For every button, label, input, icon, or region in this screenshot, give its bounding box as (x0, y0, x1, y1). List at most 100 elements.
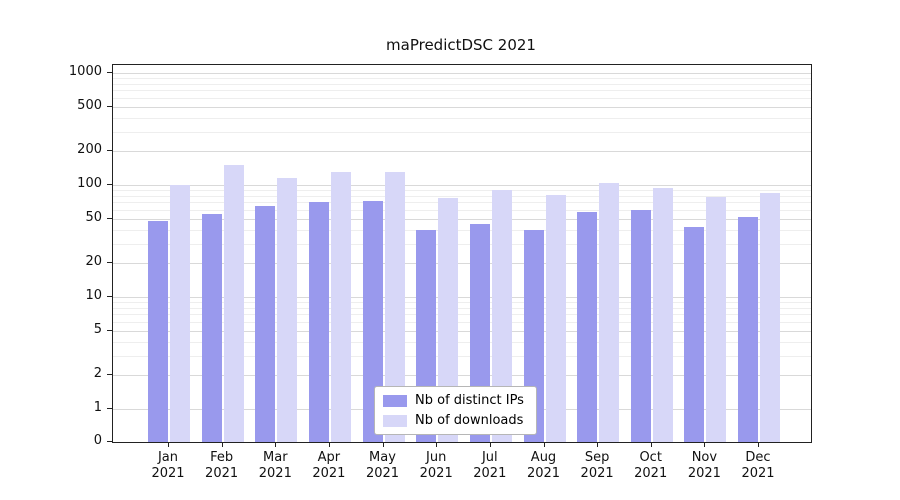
x-tick-label-jan: Jan 2021 (151, 450, 185, 481)
y-tick-label-0: 0 (93, 433, 102, 448)
minor-gridline (113, 307, 811, 309)
legend: Nb of distinct IPs Nb of downloads (374, 386, 537, 435)
y-tick-label-2: 2 (93, 366, 102, 382)
y-tick-mark (107, 441, 112, 442)
y-tick-label-1: 1 (93, 400, 102, 415)
minor-gridline (113, 195, 811, 197)
x-tick-label-apr: Apr 2021 (312, 450, 346, 481)
bar-distinct-ips-feb (201, 214, 222, 442)
x-tick-label-feb: Feb 2021 (205, 450, 239, 481)
y-tick-mark (107, 72, 112, 73)
bar-distinct-ips-dec (738, 216, 758, 442)
minor-gridline (113, 90, 811, 92)
y-tick-label-10: 10 (85, 288, 102, 303)
x-tick-label-oct: Oct 2021 (634, 450, 668, 481)
bar-downloads-dec (760, 192, 780, 442)
minor-gridline (113, 97, 811, 99)
legend-label-distinct-ips: Nb of distinct IPs (415, 393, 524, 408)
y-tick-mark (107, 217, 112, 219)
x-tick-mark (275, 442, 277, 447)
bar-downloads-feb (223, 165, 244, 442)
major-gridline (113, 185, 811, 186)
y-tick-mark (107, 374, 112, 376)
bar-distinct-ips-may (362, 201, 383, 442)
major-gridline (113, 73, 811, 74)
minor-gridline (113, 78, 811, 80)
major-gridline (113, 330, 811, 332)
bar-distinct-ips-nov (684, 227, 705, 442)
bar-downloads-oct (652, 188, 673, 442)
minor-gridline (113, 202, 811, 204)
bar-downloads-apr (330, 171, 351, 442)
minor-gridline (113, 209, 811, 211)
legend-swatch-downloads (383, 414, 407, 427)
legend-swatch-distinct-ips (383, 394, 407, 407)
y-tick-mark (107, 105, 112, 107)
major-gridline (113, 218, 811, 220)
major-gridline (113, 263, 811, 265)
minor-gridline (113, 355, 811, 357)
bar-downloads-jun (438, 197, 459, 442)
legend-entry-downloads: Nb of downloads (383, 413, 524, 428)
bar-downloads-jul (491, 190, 512, 442)
y-tick-label-100: 100 (77, 176, 102, 191)
major-gridline (113, 375, 811, 377)
minor-gridline (113, 229, 811, 231)
y-tick-label-50: 50 (85, 209, 102, 225)
plot-area (112, 64, 812, 443)
legend-label-downloads: Nb of downloads (415, 413, 524, 428)
x-tick-mark (704, 442, 706, 447)
x-tick-label-mar: Mar 2021 (258, 450, 292, 481)
y-tick-label-5: 5 (93, 321, 102, 337)
y-tick-label-1000: 1000 (68, 64, 102, 79)
bar-distinct-ips-sep (577, 211, 598, 442)
bar-distinct-ips-apr (308, 202, 329, 442)
x-tick-label-jun: Jun 2021 (419, 450, 453, 481)
bar-downloads-aug (545, 194, 566, 442)
minor-gridline (113, 321, 811, 323)
bar-downloads-sep (599, 182, 620, 442)
x-tick-mark (436, 442, 438, 447)
x-tick-label-dec: Dec 2021 (741, 450, 775, 481)
y-tick-mark (107, 296, 112, 297)
major-gridline (113, 106, 811, 108)
x-tick-label-sep: Sep 2021 (580, 450, 614, 481)
bar-downloads-mar (277, 178, 298, 442)
minor-gridline (113, 243, 811, 245)
minor-gridline (113, 117, 811, 119)
minor-gridline (113, 83, 811, 85)
x-tick-mark (489, 442, 491, 447)
x-tick-mark (328, 442, 330, 447)
y-tick-label-20: 20 (85, 254, 102, 270)
x-tick-mark (650, 442, 652, 447)
x-tick-label-aug: Aug 2021 (526, 450, 561, 481)
x-tick-label-jul: Jul 2021 (473, 450, 507, 481)
y-tick-mark (107, 408, 112, 409)
x-tick-mark (597, 442, 599, 447)
bar-distinct-ips-oct (630, 209, 651, 442)
y-tick-mark (107, 329, 112, 331)
x-tick-mark (221, 442, 223, 447)
y-tick-mark (107, 262, 112, 264)
major-gridline (113, 297, 811, 298)
bar-distinct-ips-mar (255, 206, 276, 442)
minor-gridline (113, 302, 811, 304)
x-tick-mark (543, 442, 545, 447)
x-tick-label-may: May 2021 (365, 450, 400, 481)
minor-gridline (113, 190, 811, 192)
bar-distinct-ips-jan (148, 220, 168, 442)
y-tick-label-200: 200 (77, 142, 102, 158)
minor-gridline (113, 131, 811, 133)
minor-gridline (113, 314, 811, 316)
legend-entry-distinct-ips: Nb of distinct IPs (383, 393, 524, 408)
bar-downloads-may (384, 171, 405, 442)
x-tick-mark (382, 442, 384, 447)
y-tick-mark (107, 184, 112, 185)
y-tick-mark (107, 150, 112, 152)
minor-gridline (113, 341, 811, 343)
major-gridline (113, 151, 811, 153)
bar-downloads-jan (170, 185, 190, 442)
x-tick-label-nov: Nov 2021 (687, 450, 721, 481)
bar-downloads-nov (706, 197, 727, 442)
